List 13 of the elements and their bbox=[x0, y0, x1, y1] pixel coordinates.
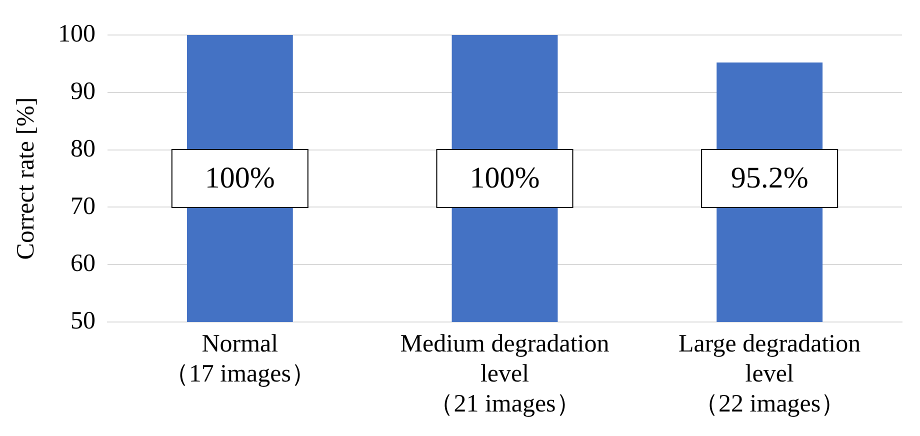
x-tick-label: Large degradation level （22 images） bbox=[678, 330, 862, 418]
data-label: 100% bbox=[204, 161, 275, 194]
y-axis-title: Correct rate [%] bbox=[12, 97, 40, 260]
y-tick-label: 50 bbox=[70, 308, 96, 335]
x-tick-label: Normal （17 images） bbox=[164, 330, 316, 388]
y-tick-label: 60 bbox=[70, 250, 96, 278]
x-tick-label: Medium degradation level （21 images） bbox=[400, 330, 610, 418]
data-label: 95.2% bbox=[730, 161, 808, 194]
y-tick-label: 100 bbox=[58, 20, 96, 48]
y-tick-label: 70 bbox=[70, 192, 96, 220]
y-tick-label: 80 bbox=[70, 135, 96, 162]
data-label: 100% bbox=[470, 161, 540, 194]
y-tick-label: 90 bbox=[70, 78, 96, 105]
